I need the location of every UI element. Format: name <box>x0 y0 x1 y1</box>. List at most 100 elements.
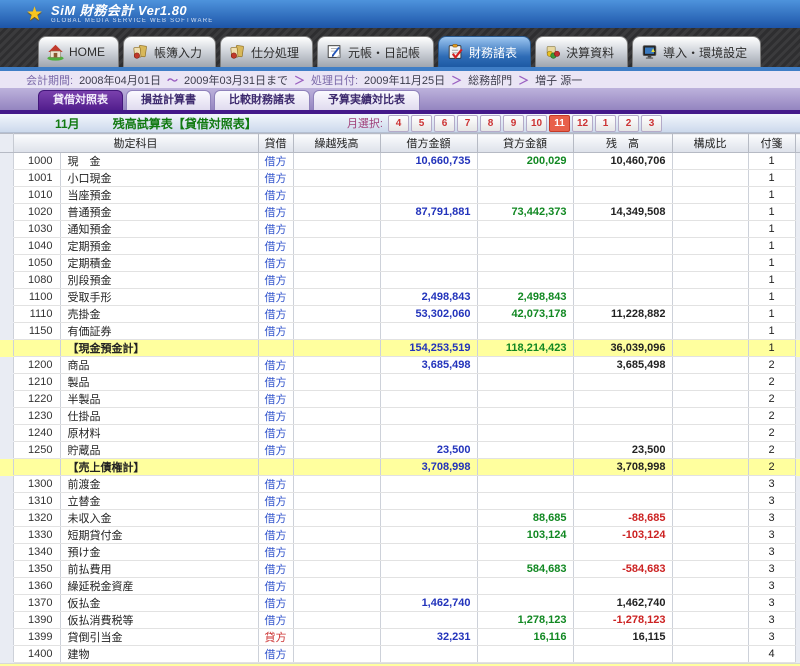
col-header-balance: 残 高 <box>573 133 673 153</box>
account-row[interactable]: 1020 普通預金 借方 87,791,881 73,442,373 14,349,508… <box>0 203 800 221</box>
account-row[interactable]: 1399 貸倒引当金 貸方 32,231 16,116 16,115 3 <box>0 628 800 646</box>
account-row[interactable]: 1010 当座預金 借方 1 <box>0 186 800 204</box>
account-row[interactable]: 1370 仮払金 借方 1,462,740 1,462,740 3 <box>0 594 800 612</box>
month-button-6[interactable]: 6 <box>434 114 455 132</box>
account-name: 通知預金 <box>60 220 259 238</box>
subtab-balance-sheet[interactable]: 貸借対照表 <box>38 90 123 110</box>
account-row[interactable]: 1340 預け金 借方 3 <box>0 543 800 561</box>
tag-value: 2 <box>748 356 796 374</box>
account-name: 立替金 <box>60 492 259 510</box>
report-title-bar: 11月 残高試算表【貸借対照表】 月選択: 4 5 6 7 8 9 10 11 12 1 2 3 <box>0 114 800 133</box>
nav-tab-environment-settings[interactable]: 導入・環境設定 <box>632 36 762 67</box>
row-gutter-right <box>795 441 800 459</box>
month-button-4[interactable]: 4 <box>388 114 409 132</box>
credit-amount <box>477 577 574 595</box>
ratio-value <box>672 458 749 476</box>
account-row[interactable]: 1150 有価証券 借方 1 <box>0 322 800 340</box>
total-row[interactable]: 【売上債権計】 3,708,998 3,708,998 2 <box>0 458 800 476</box>
debit-amount <box>380 254 478 272</box>
debit-amount: 53,302,060 <box>380 305 478 323</box>
nav-tab-settlement-docs[interactable]: 決算資料 <box>535 36 629 67</box>
account-row[interactable]: 1100 受取手形 借方 2,498,843 2,498,843 1 <box>0 288 800 306</box>
account-row[interactable]: 1220 半製品 借方 2 <box>0 390 800 408</box>
carryover-amount <box>293 424 381 442</box>
credit-amount <box>477 356 574 374</box>
dc-indicator: 借方 <box>258 645 294 663</box>
tag-value: 1 <box>748 305 796 323</box>
account-row[interactable]: 1320 未収入金 借方 88,685 -88,685 3 <box>0 509 800 527</box>
dc-indicator: 借方 <box>258 611 294 629</box>
nav-tab-journal-process[interactable]: 仕分処理 <box>220 36 314 67</box>
ratio-value <box>672 390 749 408</box>
nav-tab-label: 財務諸表 <box>469 45 518 60</box>
nav-tab-financial-statements[interactable]: 財務諸表 <box>438 36 532 67</box>
nav-tab-home[interactable]: HOME <box>38 36 119 67</box>
subtab-comparative-statements[interactable]: 比較財務諸表 <box>214 90 310 110</box>
tag-value: 1 <box>748 169 796 187</box>
month-button-8[interactable]: 8 <box>480 114 501 132</box>
account-row[interactable]: 1300 前渡金 借方 3 <box>0 475 800 493</box>
account-row[interactable]: 1030 通知預金 借方 1 <box>0 220 800 238</box>
month-button-12[interactable]: 12 <box>572 114 593 132</box>
month-button-5[interactable]: 5 <box>411 114 432 132</box>
account-name: 別段預金 <box>60 271 259 289</box>
account-row[interactable]: 1200 商品 借方 3,685,498 3,685,498 2 <box>0 356 800 374</box>
month-button-10[interactable]: 10 <box>526 114 547 132</box>
account-row[interactable]: 1001 小口現金 借方 1 <box>0 169 800 187</box>
account-code <box>13 339 61 357</box>
row-gutter-left <box>0 271 14 289</box>
account-code: 1000 <box>13 152 61 170</box>
month-button-7[interactable]: 7 <box>457 114 478 132</box>
account-row[interactable]: 1080 別段預金 借方 1 <box>0 271 800 289</box>
account-name: 受取手形 <box>60 288 259 306</box>
account-row[interactable]: 1110 売掛金 借方 53,302,060 42,073,178 11,228,882 1 <box>0 305 800 323</box>
info-segment-sep: ＞ <box>518 74 530 87</box>
dc-indicator: 借方 <box>258 356 294 374</box>
carryover-amount <box>293 594 381 612</box>
account-row[interactable]: 1310 立替金 借方 3 <box>0 492 800 510</box>
account-row[interactable]: 1240 原材料 借方 2 <box>0 424 800 442</box>
debit-amount <box>380 645 478 663</box>
account-row[interactable]: 1400 建物 借方 4 <box>0 645 800 663</box>
dc-indicator: 借方 <box>258 475 294 493</box>
account-code: 1240 <box>13 424 61 442</box>
account-name: 貸倒引当金 <box>60 628 259 646</box>
info-segment-value: 総務部門 <box>468 74 513 87</box>
ratio-value <box>672 356 749 374</box>
month-button-9[interactable]: 9 <box>503 114 524 132</box>
debit-amount <box>380 424 478 442</box>
balance-amount <box>573 288 673 306</box>
month-button-2[interactable]: 2 <box>618 114 639 132</box>
credit-amount <box>477 594 574 612</box>
credit-amount <box>477 390 574 408</box>
account-code: 1399 <box>13 628 61 646</box>
account-row[interactable]: 1210 製品 借方 2 <box>0 373 800 391</box>
month-button-1[interactable]: 1 <box>595 114 616 132</box>
month-button-3[interactable]: 3 <box>641 114 662 132</box>
credit-amount: 73,442,373 <box>477 203 574 221</box>
subtab-income-statement[interactable]: 損益計算書 <box>126 90 211 110</box>
account-row[interactable]: 1230 仕掛品 借方 2 <box>0 407 800 425</box>
credit-amount <box>477 645 574 663</box>
account-row[interactable]: 1250 貯蔵品 借方 23,500 23,500 2 <box>0 441 800 459</box>
nav-tab-book-entry[interactable]: 帳簿入力 <box>123 36 217 67</box>
account-code: 1310 <box>13 492 61 510</box>
account-row[interactable]: 1390 仮払消費税等 借方 1,278,123 -1,278,123 3 <box>0 611 800 629</box>
account-row[interactable]: 1050 定期積金 借方 1 <box>0 254 800 272</box>
account-row[interactable]: 1040 定期預金 借方 1 <box>0 237 800 255</box>
dc-indicator: 借方 <box>258 220 294 238</box>
month-button-11[interactable]: 11 <box>549 114 570 132</box>
row-gutter-right <box>795 373 800 391</box>
tag-value: 3 <box>748 509 796 527</box>
total-row[interactable]: 【現金預金計】 154,253,519 118,214,423 36,039,096 1 <box>0 339 800 357</box>
account-row[interactable]: 1330 短期貸付金 借方 103,124 -103,124 3 <box>0 526 800 544</box>
account-row[interactable]: 1000 現 金借方 10,660,735 200,029 10,460,706 1 <box>0 152 800 170</box>
account-row[interactable]: 1350 前払費用 借方 584,683 -584,683 3 <box>0 560 800 578</box>
tag-value: 3 <box>748 492 796 510</box>
account-row[interactable]: 1360 繰延税金資産 借方 3 <box>0 577 800 595</box>
carryover-amount <box>293 526 381 544</box>
row-gutter-left <box>0 509 14 527</box>
info-segment-value: 増子 源一 <box>535 74 583 87</box>
subtab-budget-vs-actual[interactable]: 予算実績対比表 <box>313 90 420 110</box>
nav-tab-ledger-diary[interactable]: 元帳・日記帳 <box>317 36 435 67</box>
